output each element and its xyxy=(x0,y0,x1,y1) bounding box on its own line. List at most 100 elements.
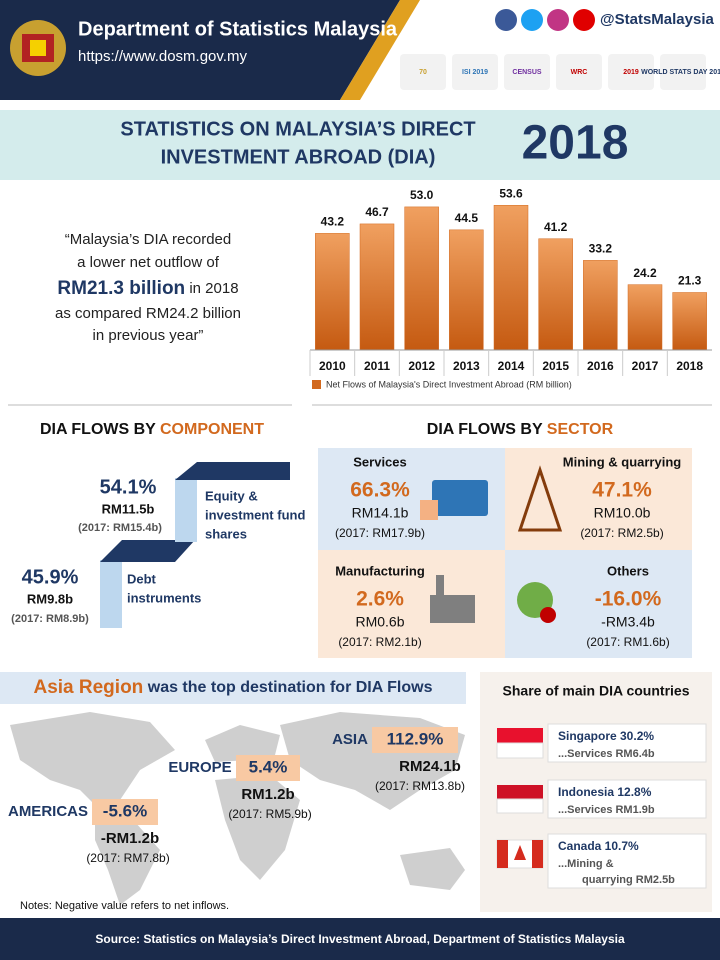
component-previous: (2017: RM15.4b) xyxy=(78,522,162,534)
sector-amount: RM0.6b xyxy=(355,614,404,630)
country-name: Singapore 30.2% xyxy=(558,729,654,743)
sector-items: Services 66.3% RM14.1b (2017: RM17.9b) Minin… xyxy=(335,454,681,649)
flag-indonesia xyxy=(496,785,544,814)
quote-suffix: in 2018 xyxy=(185,280,238,297)
social-icons xyxy=(495,9,595,31)
region-change: -5.6% xyxy=(103,801,147,820)
sector-panel xyxy=(505,448,692,550)
title-highlight: SECTOR xyxy=(547,421,614,438)
region-name: ASIA xyxy=(332,731,368,748)
emblem xyxy=(10,20,66,76)
logo-text: ISI 2019 xyxy=(462,69,488,76)
logo xyxy=(660,54,706,90)
footer-band xyxy=(0,918,720,960)
region-amount: RM1.2b xyxy=(241,786,294,803)
region-previous: (2017: RM5.9b) xyxy=(228,807,311,821)
country-detail: ...Services RM6.4b xyxy=(558,748,655,760)
title-band xyxy=(0,110,720,180)
quote-line: “Malaysia’s DIA recorded xyxy=(65,231,231,248)
x-tick-label: 2017 xyxy=(632,359,659,373)
value-label: 21.3 xyxy=(678,274,702,288)
value-label: 43.2 xyxy=(321,215,345,229)
bar xyxy=(315,233,350,351)
header-stripe xyxy=(340,0,420,100)
region-amount: RM24.1b xyxy=(399,758,461,775)
title-line: STATISTICS ON MALAYSIA’S DIRECT xyxy=(120,118,475,140)
country-detail: ...Mining & xyxy=(558,858,614,870)
region-name: AMERICAS xyxy=(8,803,88,820)
sector-share: -16.0% xyxy=(595,588,662,611)
x-tick-label: 2010 xyxy=(319,359,346,373)
x-tick-label: 2015 xyxy=(542,359,569,373)
logo-text: 2019 xyxy=(623,69,639,76)
component-previous: (2017: RM8.9b) xyxy=(11,613,89,625)
quote-highlight-line: RM21.3 billion in 2018 xyxy=(57,278,238,299)
title-text: was the top destination for DIA Flows xyxy=(143,679,432,696)
region-previous: (2017: RM7.8b) xyxy=(86,851,169,865)
bar xyxy=(493,205,529,351)
component-ribbon xyxy=(100,462,290,628)
logo-text: WORLD STATS DAY 2019 xyxy=(641,69,720,76)
component-amount: RM9.8b xyxy=(27,591,73,606)
sector-name: Others xyxy=(607,563,649,578)
title-highlight: Asia Region xyxy=(33,677,143,698)
region-title: Asia Region was the top destination for … xyxy=(33,677,432,698)
logo xyxy=(608,54,654,90)
organization: Department of Statistics Malaysia xyxy=(78,18,398,40)
country-name: Canada 10.7% xyxy=(558,839,639,853)
logo-text: WRC xyxy=(571,69,588,76)
title-text: DIA FLOWS BY xyxy=(40,421,160,438)
value-label: 44.5 xyxy=(455,211,479,225)
sector-previous: (2017: RM17.9b) xyxy=(335,526,425,540)
component-label: investment fund xyxy=(205,507,305,522)
x-tick-label: 2011 xyxy=(364,359,390,373)
sector-name: Manufacturing xyxy=(335,563,425,578)
country-box xyxy=(547,833,707,889)
sector-previous: (2017: RM2.1b) xyxy=(338,635,421,649)
value-label: 53.0 xyxy=(410,188,434,202)
component-share: 45.9% xyxy=(22,566,79,588)
value-label: 33.2 xyxy=(589,242,613,256)
quote-highlight: RM21.3 billion xyxy=(57,278,185,299)
component-label: shares xyxy=(205,526,247,541)
x-tick-label: 2014 xyxy=(498,359,525,373)
section-title: DIA FLOWS BY SECTOR xyxy=(427,421,614,438)
country-box xyxy=(547,723,707,763)
title-text: DIA FLOWS BY xyxy=(427,421,547,438)
bar xyxy=(359,223,395,351)
sector-name: Mining & quarrying xyxy=(563,454,682,469)
sector-share: 66.3% xyxy=(350,479,410,502)
bar xyxy=(538,238,573,351)
x-tick-label: 2016 xyxy=(587,359,614,373)
url: https://www.dosm.gov.my xyxy=(78,48,247,65)
bar xyxy=(672,292,707,351)
x-tick-label: 2013 xyxy=(453,359,480,373)
title-line: INVESTMENT ABROAD (DIA) xyxy=(161,146,436,168)
sector-amount: RM10.0b xyxy=(594,505,651,521)
sector-name: Services xyxy=(353,454,407,469)
country-items: Singapore 30.2% ...Services RM6.4b Indones… xyxy=(547,723,707,889)
source: Source: Statistics on Malaysia’s Direct … xyxy=(95,932,625,946)
region-change: 112.9% xyxy=(387,729,444,748)
value-label: 24.2 xyxy=(633,266,657,280)
value-label: 53.6 xyxy=(499,186,523,200)
legend-label: Net Flows of Malaysia's Direct Investmen… xyxy=(326,379,572,389)
sector-amount: RM14.1b xyxy=(352,505,409,521)
logo xyxy=(504,54,550,90)
social-handle: @StatsMalaysia xyxy=(600,11,715,28)
quote-line: a lower net outflow of xyxy=(77,254,220,271)
region-change-box xyxy=(236,755,300,781)
sector-icons xyxy=(420,465,563,623)
component-amount: RM11.5b xyxy=(102,501,155,516)
legend-swatch xyxy=(312,380,321,389)
bar-chart: 43.2 46.7 53.0 44.5 53.6 41.2 33.2 24.2 21.3 Net … xyxy=(309,186,712,389)
sector-share: 2.6% xyxy=(356,588,404,611)
sector-previous: (2017: RM2.5b) xyxy=(580,526,663,540)
logo-text: CENSUS xyxy=(512,69,542,76)
value-label: 46.7 xyxy=(365,205,389,219)
title-year: 2018 xyxy=(522,117,629,170)
region-change: 5.4% xyxy=(249,757,288,776)
country-detail: quarrying RM2.5b xyxy=(582,874,675,886)
quote-line: as compared RM24.2 billion xyxy=(55,305,241,322)
component-label: Equity & xyxy=(205,488,258,503)
